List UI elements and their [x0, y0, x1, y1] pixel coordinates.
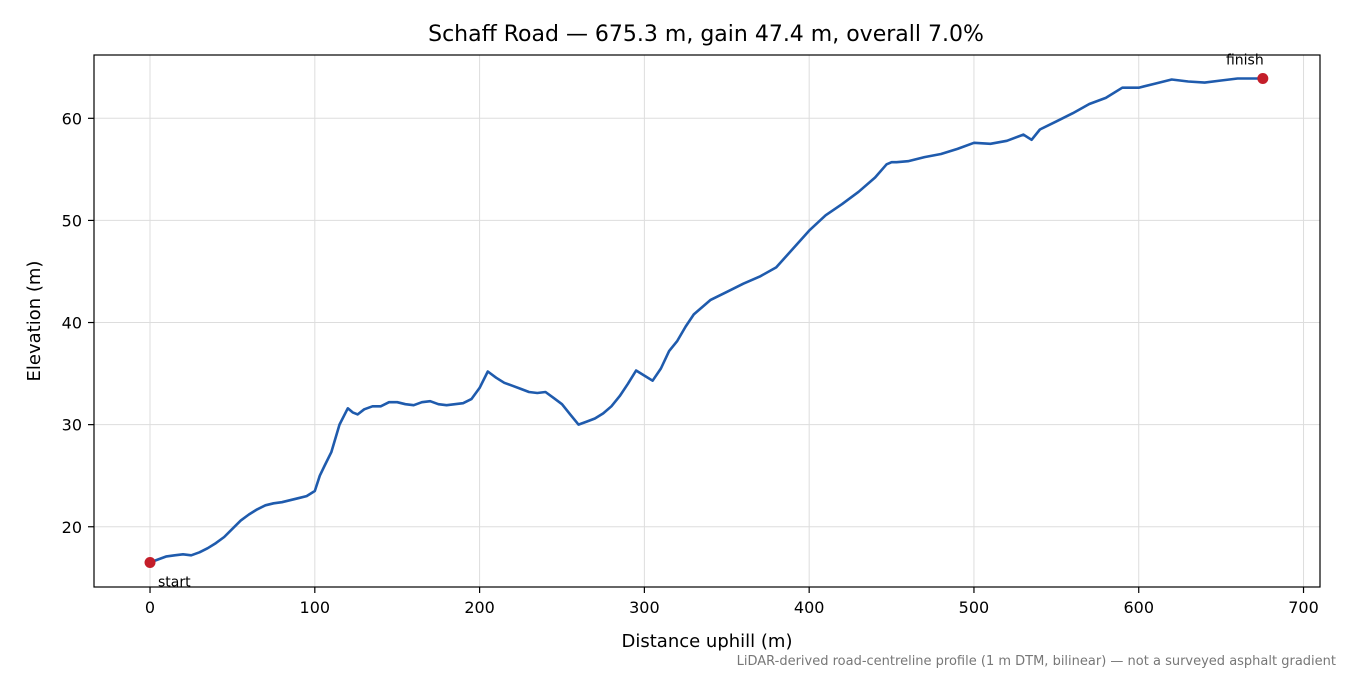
x-tick-label: 500 [959, 598, 990, 617]
x-tick-label: 600 [1123, 598, 1154, 617]
markers: start finish [144, 52, 1269, 590]
finish-marker [1257, 72, 1269, 84]
y-axis-label: Elevation (m) [24, 261, 45, 382]
finish-label: finish [1226, 52, 1264, 68]
x-tick-label: 0 [145, 598, 155, 617]
x-tick-label: 300 [629, 598, 660, 617]
x-tick-label: 700 [1288, 598, 1319, 617]
y-tick-label: 30 [62, 416, 82, 435]
plot-frame [93, 54, 1321, 588]
series-line-group [148, 77, 1265, 564]
y-tick-label: 50 [62, 211, 82, 230]
grid [94, 55, 1320, 587]
y-tick-label: 20 [62, 518, 82, 537]
start-marker [144, 556, 156, 568]
y-tick-label: 60 [62, 109, 82, 128]
y-tick-label: 40 [62, 314, 82, 333]
x-axis: 0 100 200 300 400 500 600 700 [145, 587, 1319, 617]
x-axis-label: Distance uphill (m) [622, 631, 793, 652]
chart-title: Schaff Road — 675.3 m, gain 47.4 m, over… [428, 22, 984, 47]
y-axis: 20 30 40 50 60 [62, 109, 94, 537]
elevation-line [148, 77, 1265, 564]
x-tick-label: 100 [300, 598, 331, 617]
start-label: start [158, 574, 191, 590]
x-tick-label: 400 [794, 598, 825, 617]
x-tick-label: 200 [464, 598, 495, 617]
footnote: LiDAR-derived road-centreline profile (1… [737, 654, 1336, 669]
